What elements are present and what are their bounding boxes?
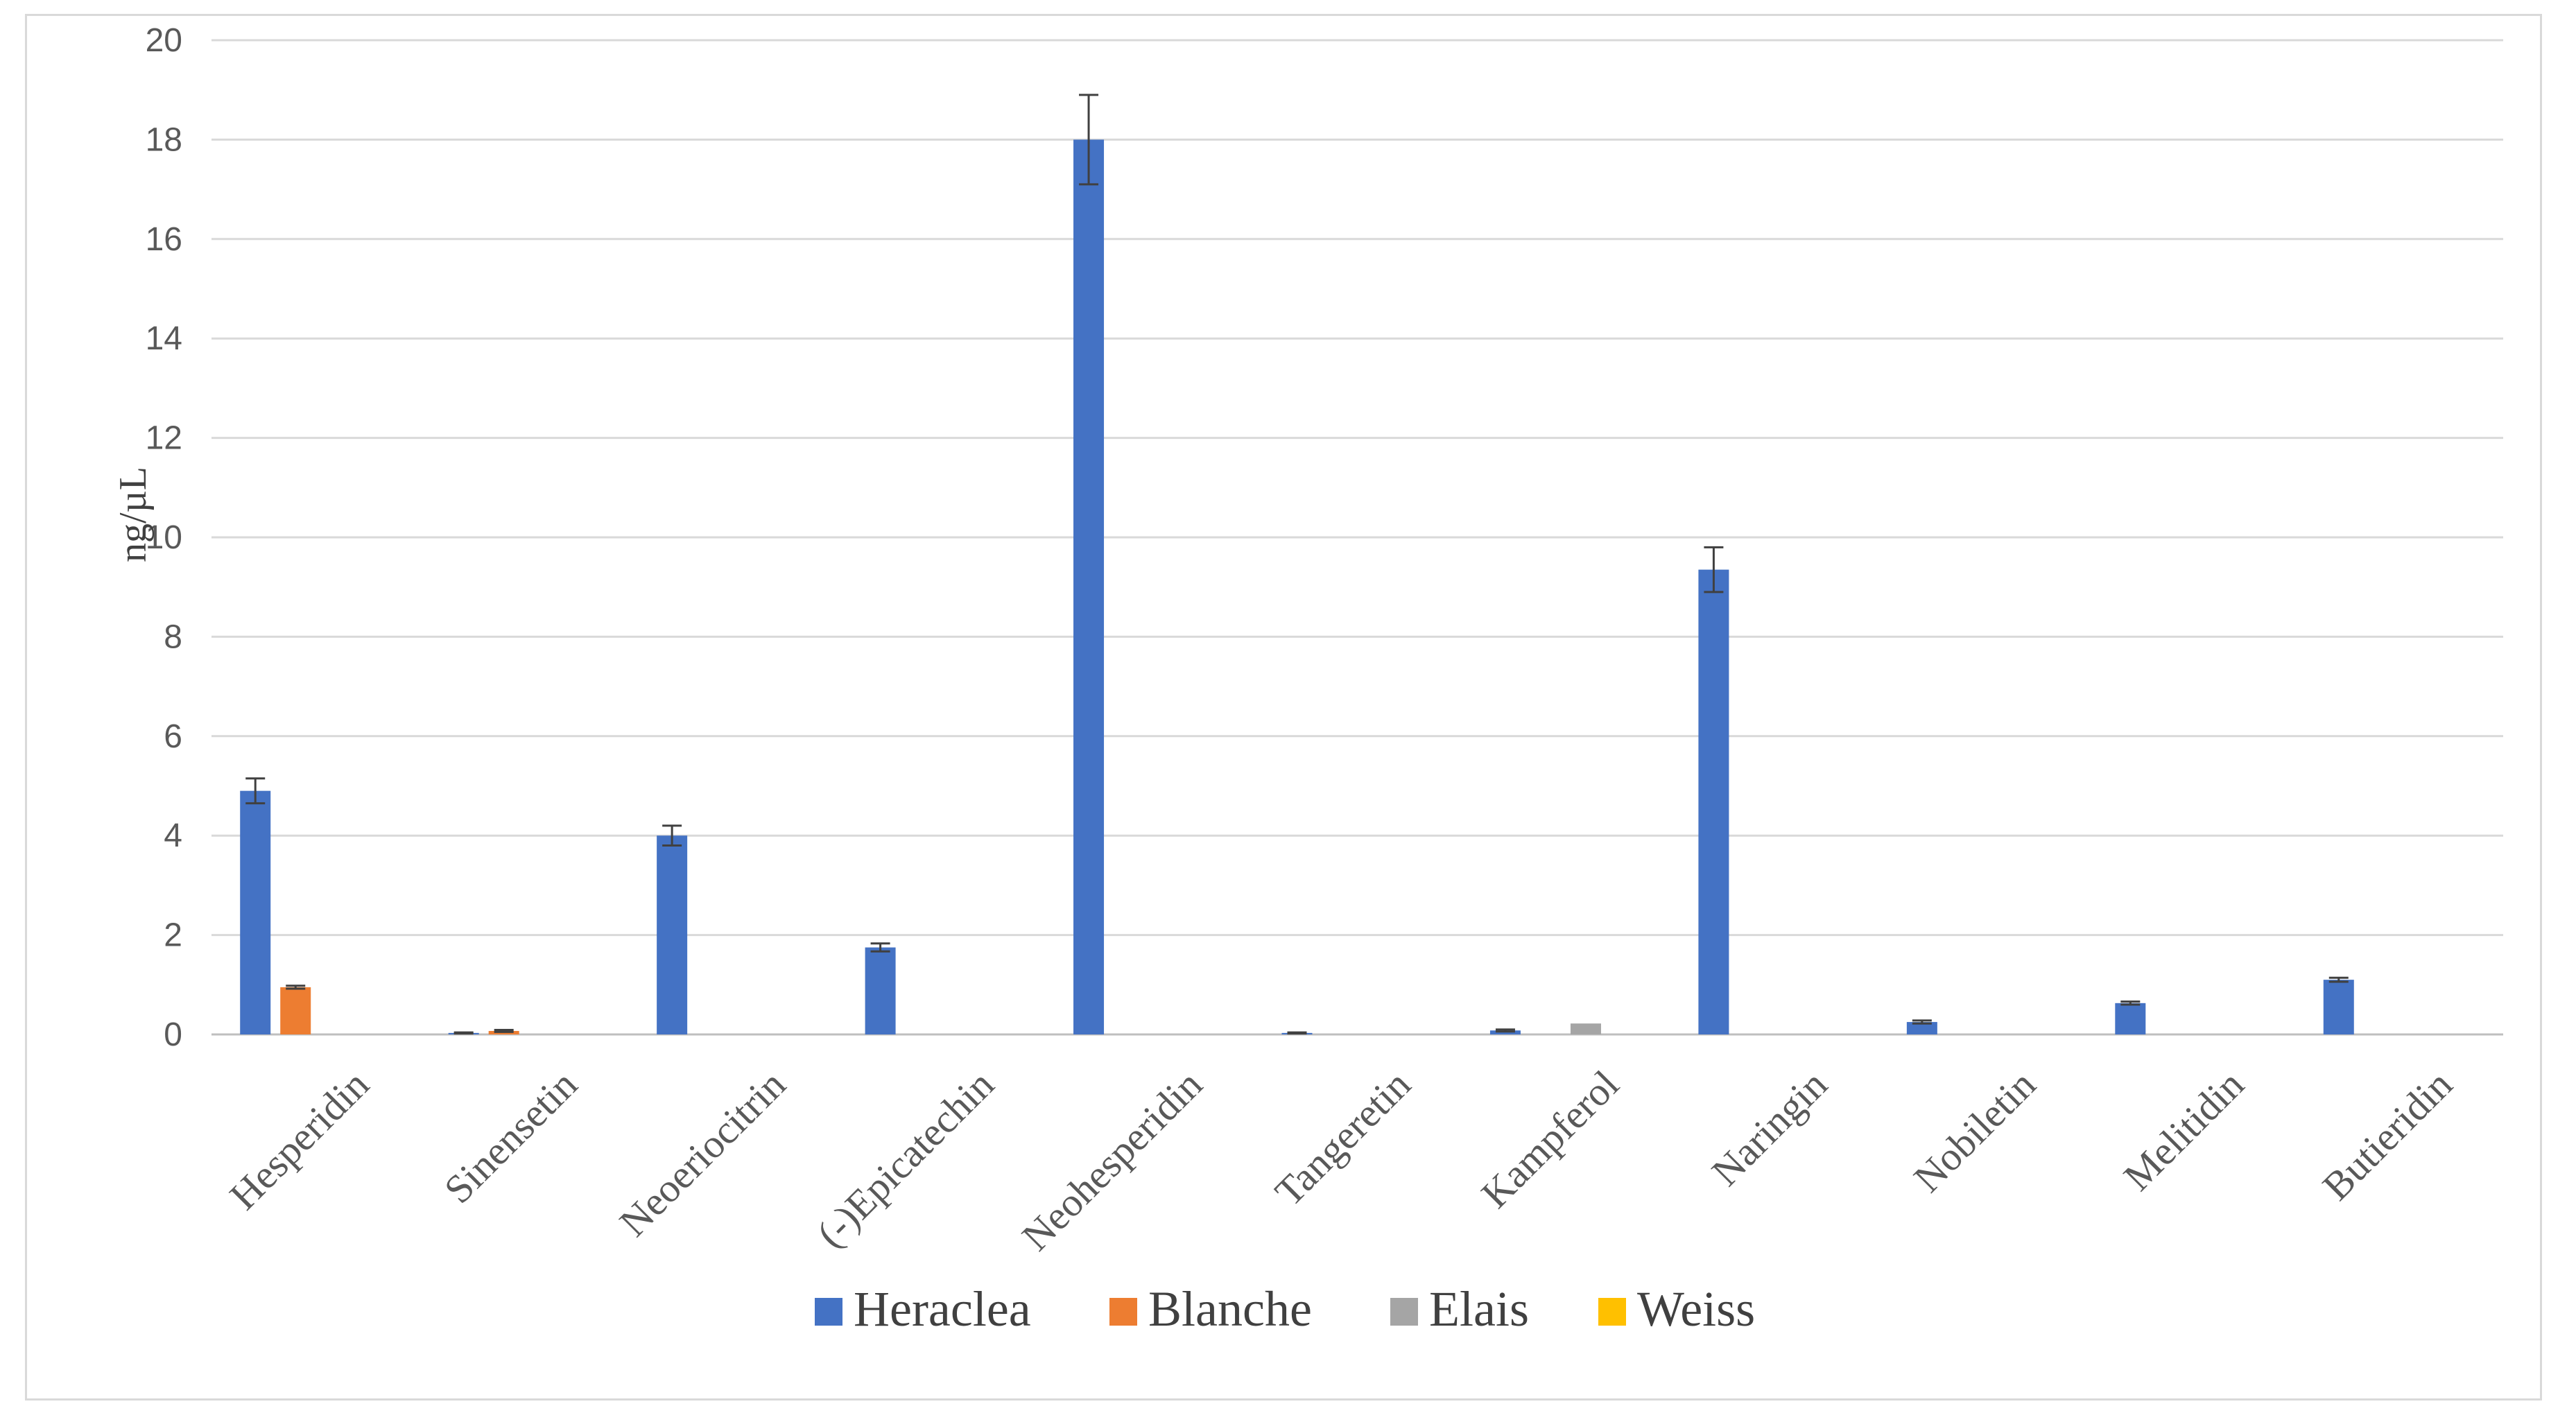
x-tick-label: Melitidin	[2115, 1061, 2253, 1199]
legend-item-elais: Elais	[1390, 1281, 1529, 1337]
error-bar-heraclea-8	[1912, 1019, 1932, 1025]
legend-swatch	[1598, 1298, 1626, 1326]
x-tick-label: Naringin	[1703, 1061, 1836, 1195]
y-tick-label: 8	[164, 618, 182, 655]
y-tick-label: 0	[164, 1016, 182, 1053]
legend-label: Weiss	[1637, 1281, 1755, 1337]
error-bar-heraclea-10	[2328, 976, 2349, 983]
x-tick-label: (-)Epicatechin	[808, 1061, 1003, 1256]
y-tick-label: 12	[146, 420, 182, 457]
x-tick-label: Neoeriocitrin	[611, 1061, 795, 1245]
y-tick-label: 6	[164, 718, 182, 755]
error-bar-heraclea-1	[453, 1031, 474, 1035]
x-tick-label: Tangeretin	[1266, 1061, 1419, 1215]
bars	[240, 139, 2354, 1034]
y-axis-title: ng/µL	[112, 467, 155, 562]
y-tick-label: 4	[164, 817, 182, 854]
error-bar-blanche-1	[494, 1029, 514, 1033]
error-bar-heraclea-7	[1704, 546, 1724, 593]
bar-heraclea-0	[240, 790, 271, 1034]
y-axis-ticks: 0 2 4 6 8 10 12 14 16 18 20	[146, 22, 182, 1053]
y-tick-label: 2	[164, 917, 182, 954]
legend-swatch	[1109, 1298, 1137, 1326]
bar-heraclea-7	[1698, 569, 1729, 1034]
bar-elais-6	[1570, 1023, 1601, 1034]
y-tick-label: 14	[146, 320, 182, 357]
legend-swatch	[815, 1298, 842, 1326]
bar-heraclea-2	[657, 835, 688, 1034]
x-tick-label: Nobiletin	[1905, 1061, 2044, 1201]
error-bar-heraclea-6	[1495, 1028, 1515, 1033]
legend-label: Heraclea	[854, 1281, 1031, 1337]
bar-heraclea-8	[1906, 1022, 1937, 1034]
x-axis-ticks: Hesperidin Sinensetin Neoeriocitrin (-)Epic…	[221, 1061, 2460, 1259]
x-tick-label: Kampferol	[1473, 1061, 1628, 1217]
y-tick-label: 20	[146, 22, 182, 59]
bar-blanche-0	[280, 987, 311, 1034]
x-tick-label: Hesperidin	[221, 1061, 377, 1218]
bar-heraclea-4	[1073, 139, 1105, 1034]
error-bar-heraclea-5	[1287, 1031, 1307, 1035]
error-bar-heraclea-2	[662, 824, 682, 847]
y-tick-label: 16	[146, 221, 182, 258]
y-tick-label: 10	[146, 519, 182, 556]
error-bar-heraclea-9	[2120, 1000, 2141, 1006]
bar-heraclea-10	[2323, 980, 2354, 1034]
x-tick-label: Neohesperidin	[1013, 1061, 1211, 1259]
legend-item-blanche: Blanche	[1109, 1281, 1312, 1337]
legend: Heraclea Blanche Elais Weiss	[815, 1281, 1755, 1337]
error-bars	[245, 94, 2349, 1035]
bar-heraclea-3	[865, 947, 896, 1034]
legend-item-weiss: Weiss	[1598, 1281, 1755, 1337]
legend-item-heraclea: Heraclea	[815, 1281, 1031, 1337]
error-bar-blanche-0	[286, 985, 306, 990]
legend-label: Elais	[1429, 1281, 1529, 1337]
x-tick-label: Butieridin	[2314, 1061, 2461, 1208]
bar-heraclea-9	[2115, 1003, 2146, 1034]
x-tick-label: Sinensetin	[435, 1061, 586, 1212]
gridlines	[211, 39, 2503, 1036]
legend-label: Blanche	[1148, 1281, 1312, 1337]
error-bar-heraclea-3	[870, 942, 890, 953]
error-bar-heraclea-0	[245, 777, 266, 805]
legend-swatch	[1390, 1298, 1418, 1326]
y-tick-label: 18	[146, 121, 182, 158]
error-bar-heraclea-4	[1079, 94, 1099, 186]
chart-frame	[25, 14, 2542, 1401]
